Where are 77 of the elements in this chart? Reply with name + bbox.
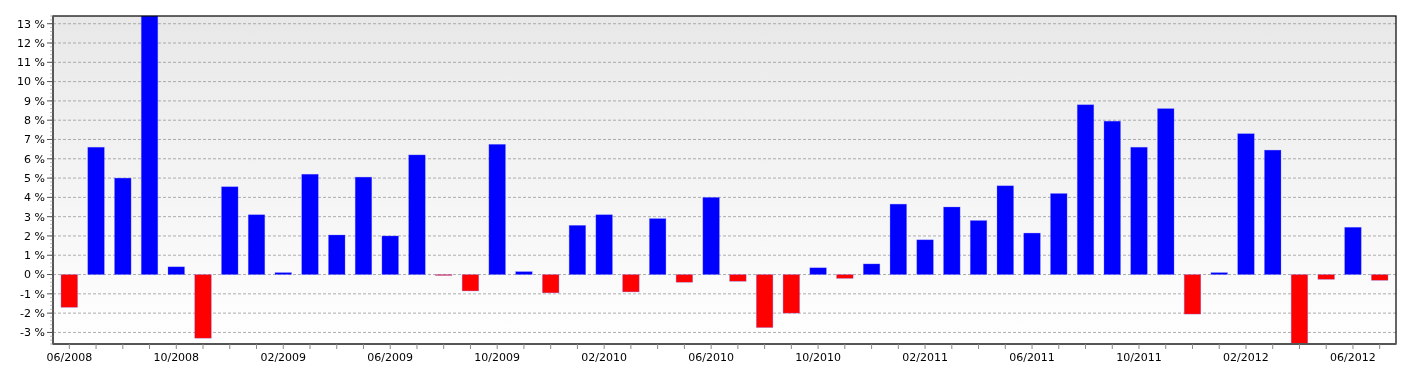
y-tick-label: 11 % [17,56,45,70]
y-tick-label: -2 % [20,306,45,320]
y-tick-label: -3 % [20,326,45,340]
bar [221,186,239,275]
bar [1290,274,1309,345]
y-tick-label: -1 % [20,287,45,301]
bar [1023,232,1041,275]
bar [1103,120,1121,275]
bar [916,239,934,275]
bar [542,274,560,294]
y-tick-label: 4 % [24,191,45,205]
bar [1076,104,1095,275]
y-tick-label: 10 % [17,75,45,89]
bar [862,263,881,275]
bar [87,146,105,275]
x-tick-label: 02/2012 [1223,351,1269,364]
x-tick-label: 10/2008 [153,351,200,364]
bar [649,218,667,275]
bar [702,197,720,275]
bar [328,234,346,275]
bar [515,271,533,275]
y-tick-label: 6 % [24,152,45,166]
y-tick-label: 2 % [24,229,45,243]
bar [622,274,640,293]
y-tick-label: 5 % [24,171,45,185]
bar [354,176,373,275]
bar [1344,226,1362,275]
bar [114,177,132,275]
bar [1157,108,1175,275]
bar [140,15,159,275]
bar [60,274,78,308]
y-tick-label: 1 % [24,249,45,263]
bar [943,206,961,275]
x-tick-label: 02/2010 [581,351,628,364]
bar [756,274,774,328]
y-tick-label: 9 % [24,94,45,108]
bar [488,144,506,275]
x-tick-label: 06/2009 [367,351,414,364]
x-tick-label: 06/2010 [688,351,734,364]
bar [1371,274,1389,281]
bar [461,274,480,292]
bar [247,214,266,275]
bar [1050,193,1068,275]
y-tick-label: 7 % [24,133,45,147]
bar [969,220,988,275]
bar [729,274,747,282]
x-tick-label: 10/2009 [474,351,521,364]
x-tick-label: 06/2012 [1330,351,1376,364]
x-tick-label: 02/2011 [902,351,948,364]
bar [809,267,827,275]
bar [167,266,185,275]
bar [568,225,587,275]
x-tick-label: 02/2009 [260,351,307,364]
bar [1317,274,1335,280]
bar [782,274,800,314]
bar [194,274,212,339]
x-tick-label: 10/2010 [795,351,841,364]
y-tick-label: 3 % [24,210,45,224]
bar [836,274,854,279]
y-tick-label: 13 % [17,17,45,31]
x-tick-label: 06/2011 [1009,351,1055,364]
bar [1130,146,1148,275]
bar [1237,133,1255,275]
bar [996,185,1014,275]
y-tick-label: 8 % [24,114,45,128]
bar [595,214,613,275]
bar [408,154,426,275]
x-tick-label: 06/2008 [46,351,93,364]
bar [675,274,693,283]
bar [381,235,399,275]
y-tick-label: 0 % [24,268,45,282]
bar [301,173,319,275]
bar [889,203,907,275]
bar [1183,274,1202,315]
bar [1264,149,1282,275]
x-tick-label: 10/2011 [1116,351,1162,364]
y-tick-label: 12 % [17,36,45,50]
